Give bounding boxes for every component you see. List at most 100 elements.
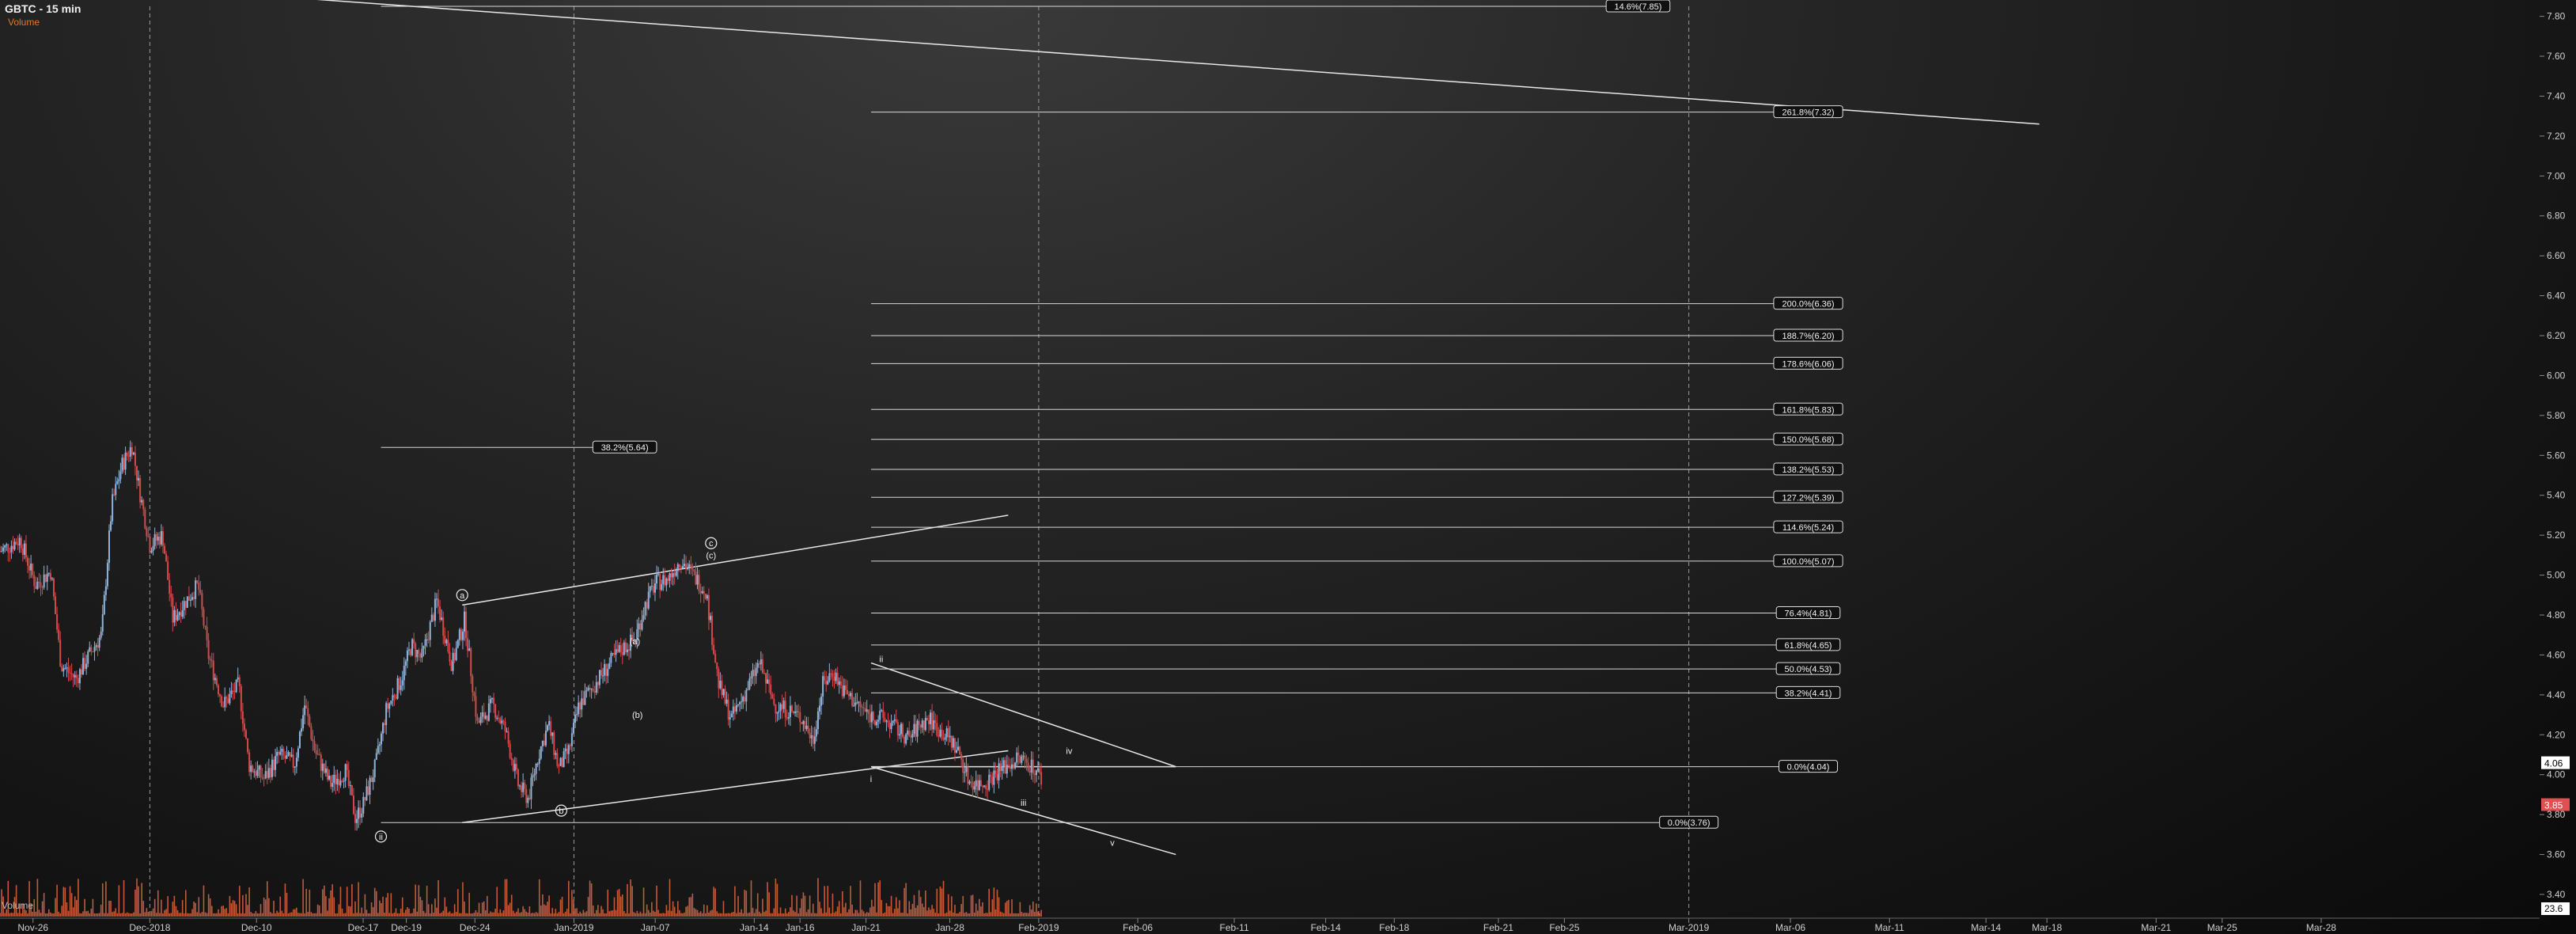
volume-bar (646, 904, 648, 917)
wave-label: v (1110, 838, 1115, 848)
x-tick-label: Mar-21 (2141, 922, 2171, 933)
volume-bar (144, 912, 146, 917)
candle-body (945, 728, 948, 738)
volume-bar (470, 913, 472, 917)
volume-bar (393, 913, 396, 917)
candle-body (475, 696, 477, 717)
volume-bar (907, 913, 909, 917)
volume-bar (138, 886, 139, 917)
volume-bar (172, 902, 174, 917)
volume-bar (424, 913, 426, 917)
candle-body (684, 564, 686, 567)
candle-body (305, 705, 308, 708)
candle-body (824, 676, 826, 681)
candle-body (941, 729, 943, 739)
candle-body (489, 699, 491, 704)
candle-body (994, 770, 997, 774)
candle-body (75, 674, 78, 678)
volume-bar (450, 913, 453, 917)
candle-body (460, 629, 462, 640)
volume-bar (843, 907, 845, 917)
candle-body (902, 723, 904, 737)
volume-bar (931, 905, 933, 917)
candle-body (870, 712, 873, 723)
candle-body (230, 690, 233, 694)
candle-body (413, 639, 415, 644)
candle-body (893, 719, 896, 721)
candle-body (944, 737, 946, 740)
volume-bar (335, 913, 337, 917)
volume-bar (1029, 905, 1031, 917)
candle-body (275, 756, 277, 770)
candle-body (657, 574, 660, 575)
candle-body (302, 715, 305, 729)
volume-bar (276, 910, 278, 917)
volume-bar (250, 912, 252, 917)
candle-body (87, 651, 89, 664)
candle-body (59, 640, 62, 666)
volume-bar (248, 887, 250, 917)
volume-bar (628, 913, 630, 917)
volume-bar (527, 912, 529, 917)
candle-body (698, 575, 700, 591)
candle-body (602, 675, 604, 677)
volume-bar (286, 892, 288, 917)
candle-body (517, 769, 519, 787)
volume-bar (237, 913, 239, 917)
volume-bar (341, 909, 343, 917)
candle-body (153, 533, 156, 546)
volume-bar (710, 910, 711, 917)
y-tick-label: 6.60 (2547, 250, 2566, 261)
volume-bar (545, 905, 547, 917)
candle-body (84, 658, 86, 670)
volume-bar (747, 913, 749, 917)
volume-bar (921, 903, 923, 917)
candle-body (356, 818, 358, 823)
volume-bar (838, 901, 840, 917)
candle-body (152, 545, 154, 551)
volume-bar (768, 892, 770, 917)
volume-bar (536, 913, 539, 917)
volume-bar (657, 909, 659, 917)
candle-body (782, 700, 785, 709)
volume-bar (1036, 903, 1037, 917)
volume-bar (324, 885, 325, 917)
volume-bar (739, 912, 741, 917)
y-tick-label: 3.60 (2547, 849, 2566, 860)
volume-bar (275, 913, 276, 917)
volume-bar (753, 913, 756, 917)
y-tick-label: 7.80 (2547, 11, 2566, 22)
volume-bar (284, 883, 286, 917)
candle-body (258, 765, 260, 770)
volume-bar (127, 913, 130, 917)
volume-bar (866, 912, 868, 917)
candle-body (424, 639, 426, 646)
candle-body (486, 715, 488, 721)
candle-body (170, 594, 172, 598)
candle-body (127, 455, 130, 457)
volume-bar (387, 893, 388, 917)
candle-body (126, 452, 128, 456)
candle-body (816, 711, 819, 730)
y-tick-label: 7.40 (2547, 90, 2566, 101)
volume-bar (680, 913, 682, 917)
volume-bar (873, 906, 874, 917)
volume-bar (475, 909, 477, 917)
candle-body (430, 614, 433, 622)
candle-body (647, 591, 650, 609)
volume-bar (619, 896, 622, 917)
candle-body (879, 711, 881, 720)
fib-level-label: 50.0%(4.53) (1785, 665, 1832, 674)
fib-level-box (1773, 356, 1843, 370)
candle-body (756, 663, 759, 668)
volume-bar (861, 909, 863, 917)
volume-bar (905, 883, 907, 917)
candle-body (421, 648, 423, 658)
volume-bar (347, 906, 350, 917)
volume-bar (398, 913, 400, 917)
candle-body (907, 731, 909, 735)
volume-bar (690, 897, 692, 917)
volume-bar (1034, 911, 1036, 917)
volume-bar (315, 913, 317, 917)
